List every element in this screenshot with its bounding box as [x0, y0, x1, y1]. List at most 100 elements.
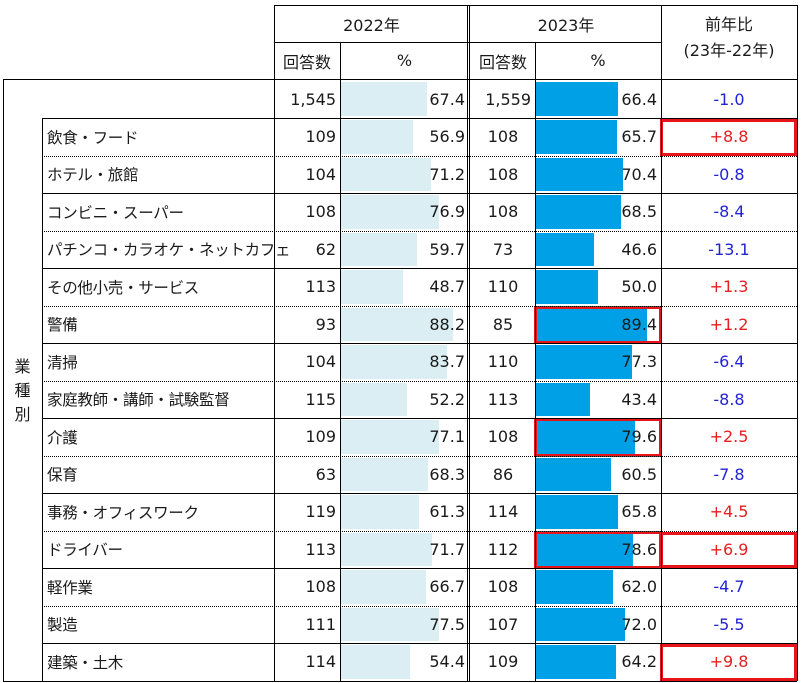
category-label: 製造	[47, 616, 78, 635]
category-label: ホテル・旅館	[47, 166, 139, 185]
bar-2023	[536, 195, 621, 229]
category-label: 軽作業	[47, 578, 93, 597]
diff-value: -4.7	[713, 577, 745, 597]
grid-line-total-bottom	[42, 118, 797, 119]
grid-line-n22	[274, 5, 275, 681]
bar-2023	[536, 307, 647, 341]
grid-line-p23	[535, 42, 536, 681]
grid-line-sep-a	[467, 5, 468, 681]
grid-line-bottom	[3, 680, 797, 682]
category-label: 保育	[47, 466, 78, 485]
percent-2023: 65.7	[621, 127, 657, 147]
percent-2023: 68.5	[621, 202, 657, 222]
grid-line-top	[274, 5, 797, 6]
bar-2022	[341, 120, 413, 154]
grid-line-row	[42, 305, 797, 307]
count-2022: 62	[315, 239, 336, 259]
grid-line-row	[42, 155, 797, 157]
count-2023: 110	[487, 352, 519, 372]
count-2023: 108	[487, 164, 519, 184]
group-label-char: 業	[14, 357, 31, 376]
count-header-2023: 回答数	[478, 52, 527, 72]
percent-2023: 60.5	[621, 464, 657, 484]
bar-2023	[536, 495, 618, 529]
diff-value: -7.8	[713, 464, 745, 484]
grid-line-row	[42, 268, 797, 269]
diff-total: -1.0	[713, 89, 745, 109]
percent-2022: 61.3	[429, 502, 465, 522]
percent-2022: 68.3	[429, 464, 465, 484]
grid-line-row	[42, 193, 797, 194]
count-2022: 113	[305, 277, 336, 297]
diff-value: +2.5	[709, 427, 749, 447]
diff-value: -0.8	[713, 164, 745, 184]
diff-header-line1: 前年比	[704, 15, 753, 34]
bar-2022	[341, 157, 431, 191]
count-2023: 86	[492, 464, 514, 484]
count-2023: 113	[487, 389, 519, 409]
bar-2022	[341, 345, 447, 379]
percent-2023: 78.6	[621, 539, 657, 559]
bar-2022	[341, 420, 439, 454]
grid-line-sep-b	[469, 5, 470, 681]
grid-line-row	[42, 380, 797, 382]
grid-line-row	[42, 605, 797, 607]
percent-2022: 77.1	[429, 427, 465, 447]
grid-line-row	[42, 568, 797, 569]
percent-2022: 66.7	[429, 577, 465, 597]
grid-line-left	[3, 79, 4, 681]
count-2022: 111	[305, 614, 336, 634]
percent-header-2023: %	[590, 51, 606, 70]
count-2023: 85	[492, 314, 514, 334]
count-2022: 104	[305, 164, 336, 184]
diff-value: +4.5	[709, 502, 749, 522]
grid-line-header-bottom	[3, 79, 797, 80]
bar-2023	[536, 532, 633, 566]
group-label-char: 別	[14, 405, 31, 424]
category-label: 建築・土木	[47, 653, 124, 672]
highlight-box-2023	[534, 530, 662, 569]
grid-line-row	[42, 455, 797, 457]
bar-2022	[341, 570, 426, 604]
diff-value: +6.9	[709, 539, 749, 559]
percent-2023: 64.2	[621, 652, 657, 672]
bar-2023	[536, 345, 632, 379]
grid-line-row	[42, 643, 797, 644]
percent-header-2022: %	[396, 51, 413, 70]
diff-value: +9.8	[709, 652, 749, 672]
highlight-box-diff	[660, 644, 797, 681]
bar-2023-total	[536, 82, 618, 116]
percent-2022: 56.9	[429, 127, 465, 147]
count-2022: 63	[315, 464, 336, 484]
grid-line-category	[42, 118, 43, 681]
grid-line-diff	[661, 5, 662, 681]
percent-2022: 83.7	[429, 352, 465, 372]
count-2022: 114	[305, 652, 336, 672]
percent-2022: 71.7	[429, 539, 465, 559]
bar-2022	[341, 457, 428, 491]
percent-2023: 77.3	[621, 352, 657, 372]
diff-value: +1.3	[709, 277, 749, 297]
grid-line-row	[42, 530, 797, 532]
bar-2023	[536, 157, 623, 191]
bar-2022	[341, 607, 439, 641]
diff-value: +1.2	[709, 314, 749, 334]
bar-2022	[341, 195, 439, 229]
diff-value: -13.1	[708, 239, 750, 259]
percent-2023: 43.4	[621, 389, 657, 409]
count-2023: 110	[487, 277, 519, 297]
count-2022: 115	[305, 389, 336, 409]
count-2023: 114	[487, 502, 519, 522]
grid-line-row	[42, 418, 797, 419]
count-2022: 108	[305, 577, 336, 597]
count-2022: 93	[315, 314, 336, 334]
count-2023: 108	[487, 577, 519, 597]
percent-2023-total: 66.4	[621, 89, 657, 109]
group-label-char: 種	[14, 381, 31, 400]
count-2023: 108	[487, 202, 519, 222]
percent-2023: 46.6	[621, 239, 657, 259]
bar-2023	[536, 120, 617, 154]
bar-2022	[341, 532, 432, 566]
category-label: 家庭教師・講師・試験監督	[47, 391, 230, 410]
